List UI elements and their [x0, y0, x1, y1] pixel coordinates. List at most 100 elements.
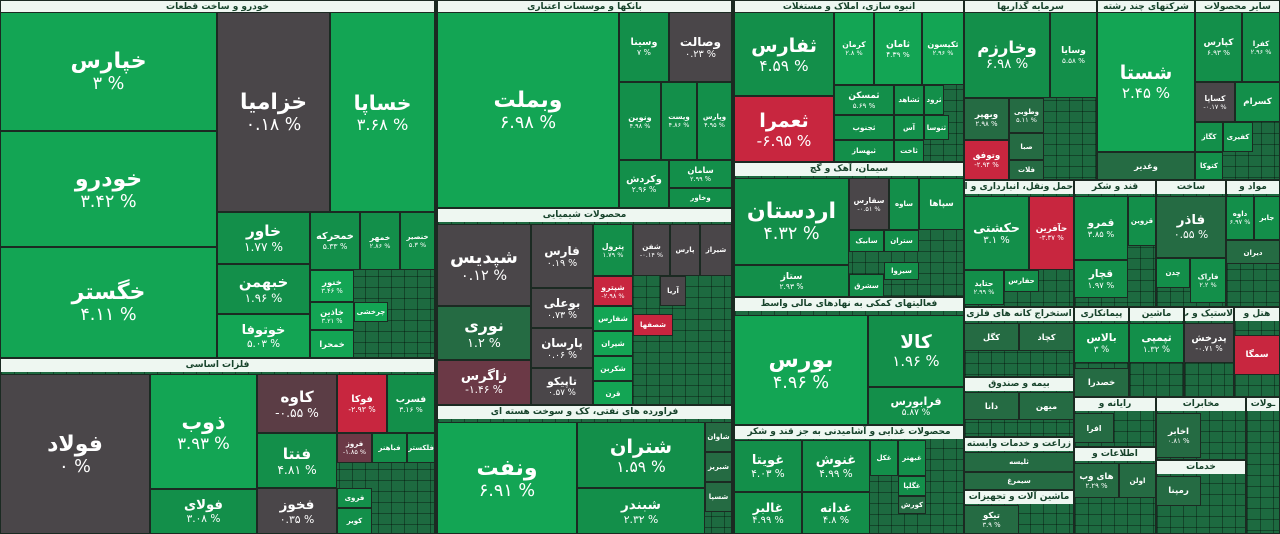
stock-tile[interactable]: ثفارس ۴.۵۹ %: [735, 12, 834, 96]
stock-tile[interactable]: خمحرکه ۵.۳۳ %: [310, 212, 360, 270]
stock-tile[interactable]: فباهنر: [372, 433, 407, 463]
stock-tile[interactable]: قزوین: [1128, 196, 1155, 246]
stock-tile[interactable]: فسرب ۳.۱۶ %: [387, 374, 434, 433]
stock-tile[interactable]: اولن: [1119, 463, 1155, 498]
stock-tile[interactable]: فوکا -۲.۹۳ %: [337, 374, 387, 433]
stock-tile[interactable]: خبهمن ۱.۹۶ %: [217, 264, 310, 314]
stock-tile[interactable]: داوه ۶.۹۷ %: [1227, 196, 1254, 240]
stock-tile[interactable]: فولای ۳.۰۸ %: [150, 489, 257, 533]
stock-tile[interactable]: فخوز ۰.۳۵ %: [257, 488, 337, 533]
stock-tile[interactable]: سپاها: [919, 178, 963, 230]
stock-tile[interactable]: ساوه: [889, 178, 919, 230]
stock-tile[interactable]: کالا ۱.۹۶ %: [868, 315, 963, 387]
stock-tile[interactable]: کفرا ۲.۹۶ %: [1242, 12, 1279, 82]
stock-tile[interactable]: خصدرا: [1075, 368, 1128, 396]
stock-tile[interactable]: خوتوفا ۵.۰۳ %: [217, 314, 310, 357]
stock-tile[interactable]: های وب ۲.۲۹ %: [1075, 463, 1119, 498]
stock-tile[interactable]: غگلپا: [898, 476, 926, 496]
stock-tile[interactable]: افرا: [1075, 413, 1114, 443]
stock-tile[interactable]: غنوش ۴.۹۹ %: [802, 440, 870, 492]
stock-tile[interactable]: وخاور: [669, 188, 731, 207]
stock-tile[interactable]: کاوه -۰.۵۵ %: [257, 374, 337, 433]
stock-tile[interactable]: کگاز: [1196, 122, 1223, 152]
stock-tile[interactable]: خاور ۱.۷۷ %: [217, 212, 310, 264]
stock-tile[interactable]: چدن: [1157, 258, 1190, 288]
stock-tile[interactable]: وپست ۴.۸۶ %: [661, 82, 697, 160]
stock-tile[interactable]: پترول ۱.۷۹ %: [593, 224, 633, 276]
stock-tile[interactable]: بوعلی ۰.۷۳ %: [531, 288, 593, 328]
stock-tile[interactable]: فلکستر: [407, 433, 434, 463]
stock-tile[interactable]: خمحرا: [310, 330, 354, 357]
stock-tile[interactable]: ونوین ۴.۹۸ %: [619, 82, 661, 160]
stock-tile[interactable]: ثبهساز: [834, 140, 894, 161]
stock-tile[interactable]: وسینا ۷ %: [619, 12, 669, 82]
stock-tile[interactable]: خاذین ۳.۲۱ %: [310, 302, 354, 330]
stock-tile[interactable]: سامان ۲.۹۹ %: [669, 160, 731, 188]
stock-tile[interactable]: خودرو ۳.۴۲ %: [1, 131, 217, 247]
stock-tile[interactable]: ثاخت: [894, 140, 924, 161]
stock-tile[interactable]: ذوب ۳.۹۳ %: [150, 374, 257, 489]
stock-tile[interactable]: جابر: [1254, 196, 1279, 240]
stock-tile[interactable]: خمهر ۲.۸۶ %: [360, 212, 400, 270]
stock-tile[interactable]: چرخشی: [354, 302, 388, 322]
stock-tile[interactable]: تپمپی ۱.۳۲ %: [1130, 323, 1183, 363]
stock-tile[interactable]: تیکو ۳.۹ %: [965, 505, 1019, 533]
stock-tile[interactable]: حفارس: [1004, 270, 1039, 292]
stock-tile[interactable]: شاوان: [705, 422, 731, 452]
stock-tile[interactable]: وتوفق -۲.۹۴ %: [965, 140, 1009, 179]
stock-tile[interactable]: اردستان ۴.۳۲ %: [735, 178, 849, 265]
stock-tile[interactable]: ثعمرا -۶.۹۵ %: [735, 96, 834, 161]
stock-tile[interactable]: کپارس ۶.۹۳ %: [1196, 12, 1242, 82]
stock-tile[interactable]: کسرام: [1235, 82, 1279, 122]
stock-tile[interactable]: فاذر ۰.۵۵ %: [1157, 196, 1225, 258]
stock-tile[interactable]: وبهپر ۲.۹۸ %: [965, 98, 1009, 140]
stock-tile[interactable]: فاراک ۲.۲ %: [1190, 258, 1225, 303]
stock-tile[interactable]: پدرخش -۰.۷۱ %: [1185, 323, 1233, 363]
stock-tile[interactable]: خنور ۳.۴۶ %: [310, 270, 354, 302]
stock-tile[interactable]: ثمسکن ۵.۶۹ %: [834, 85, 894, 115]
stock-tile[interactable]: قرن: [593, 381, 633, 404]
stock-tile[interactable]: سفارس -۰.۵۱ %: [849, 178, 889, 230]
stock-tile[interactable]: شصفها: [633, 314, 673, 336]
stock-tile[interactable]: پارس: [670, 224, 700, 276]
stock-tile[interactable]: فولاد ۰ %: [1, 374, 150, 533]
stock-tile[interactable]: شبریز: [705, 452, 731, 482]
stock-tile[interactable]: کگل: [965, 323, 1019, 351]
stock-tile[interactable]: خساپا ۳.۶۸ %: [330, 12, 434, 212]
stock-tile[interactable]: فنتا ۴.۸۱ %: [257, 433, 337, 488]
stock-tile[interactable]: غویتا ۴.۰۳ %: [735, 440, 802, 492]
stock-tile[interactable]: شپدیس ۰.۱۲ %: [438, 224, 531, 306]
stock-tile[interactable]: ثشاهد: [894, 85, 924, 115]
stock-tile[interactable]: حتاید ۲.۹۹ %: [965, 270, 1004, 305]
stock-tile[interactable]: ستاز ۲.۹۳ %: [735, 265, 849, 296]
stock-tile[interactable]: پارسان ۰.۰۶ %: [531, 328, 593, 368]
stock-tile[interactable]: شیران: [593, 331, 633, 356]
stock-tile[interactable]: خپارس ۳ %: [1, 12, 217, 131]
stock-tile[interactable]: بورس ۴.۹۶ %: [735, 315, 868, 424]
stock-tile[interactable]: شتران ۱.۵۹ %: [577, 422, 705, 488]
stock-tile[interactable]: سمگا: [1235, 335, 1279, 375]
stock-tile[interactable]: خنصیر ۵.۳ %: [400, 212, 434, 270]
stock-tile[interactable]: کچاد: [1019, 323, 1073, 351]
stock-tile[interactable]: وبملت ۶.۹۸ %: [438, 12, 619, 207]
stock-tile[interactable]: نوری ۱.۲ %: [438, 306, 531, 360]
stock-tile[interactable]: خزامیا ۰.۱۸ %: [217, 12, 330, 212]
stock-tile[interactable]: سشرق: [849, 274, 884, 296]
stock-tile[interactable]: فروی: [337, 488, 372, 508]
stock-tile[interactable]: تاپیکو ۰.۵۷ %: [531, 368, 593, 404]
stock-tile[interactable]: آریا: [660, 276, 686, 306]
stock-tile[interactable]: وسایا ۵.۵۸ %: [1050, 12, 1096, 98]
stock-tile[interactable]: خگستر ۴.۱۱ %: [1, 247, 217, 357]
stock-tile[interactable]: وغدیر: [1098, 152, 1194, 179]
stock-tile[interactable]: ثلیسه: [965, 452, 1073, 472]
stock-tile[interactable]: وپارس ۴.۹۵ %: [697, 82, 731, 160]
stock-tile[interactable]: کساپا -۰.۱۷ %: [1196, 82, 1235, 122]
stock-tile[interactable]: ثجنوب: [834, 115, 894, 140]
stock-tile[interactable]: ثرود: [924, 85, 944, 115]
stock-tile[interactable]: ثنوسا: [924, 115, 949, 140]
stock-tile[interactable]: فرابورس ۵.۸۷ %: [868, 387, 963, 424]
stock-tile[interactable]: قمرو ۳.۸۵ %: [1075, 196, 1128, 260]
stock-tile[interactable]: کورش: [898, 496, 926, 514]
stock-tile[interactable]: سابیک: [849, 230, 884, 252]
stock-tile[interactable]: وکردش ۲.۹۶ %: [619, 160, 669, 207]
